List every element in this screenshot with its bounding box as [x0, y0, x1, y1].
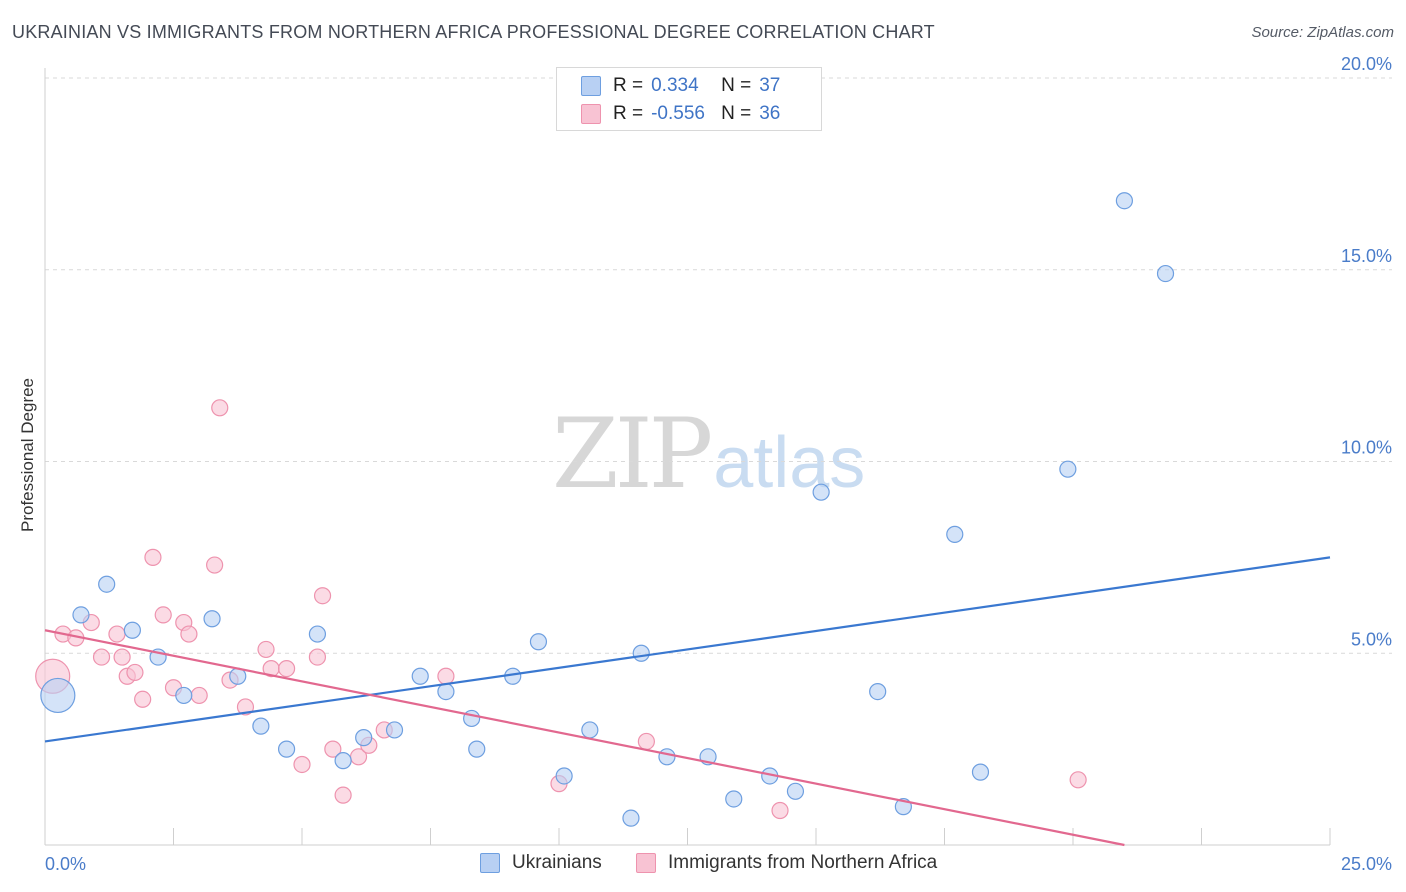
legend-label-ukrainians: Ukrainians [512, 852, 602, 873]
point-ukrainians [308, 625, 327, 643]
point-immigrants [308, 648, 327, 666]
point-ukrainians [175, 686, 193, 705]
point-immigrants [144, 548, 162, 566]
legend-swatch-blue [480, 853, 500, 873]
legend-row-immigrants: R = -0.556 N = 36 [581, 102, 780, 126]
point-immigrants [771, 801, 789, 820]
point-immigrants [637, 732, 655, 751]
point-ukrainians [252, 717, 270, 735]
point-immigrants [113, 648, 131, 666]
trend-line-ukrainians [44, 556, 1331, 743]
point-immigrants [108, 625, 126, 643]
chart-title: UKRAINIAN VS IMMIGRANTS FROM NORTHERN AF… [12, 22, 935, 42]
point-ukrainians [725, 790, 743, 808]
point-ukrainians [946, 525, 964, 543]
point-immigrants [257, 640, 275, 659]
point-ukrainians [468, 740, 486, 758]
point-ukrainians [622, 809, 640, 827]
axes [44, 68, 1331, 846]
y-tick-label: 20.0% [1341, 54, 1392, 74]
legend-n-label: N = [721, 75, 752, 96]
legend-label-immigrants: Immigrants from Northern Africa [668, 852, 938, 873]
point-immigrants [190, 686, 208, 705]
point-ukrainians [385, 721, 404, 739]
legend-item-immigrants: Immigrants from Northern Africa [636, 852, 937, 874]
point-immigrants [437, 667, 455, 685]
point-immigrants [134, 690, 152, 708]
tick-labels: 5.0% 10.0% 15.0% 20.0% 0.0% 25.0% [45, 54, 1392, 874]
legend-n-value: 37 [759, 75, 781, 96]
point-immigrants [180, 625, 198, 643]
point-ukrainians [355, 729, 373, 747]
legend-swatch-pink [581, 104, 601, 124]
point-immigrants [1069, 771, 1087, 789]
trend-lines [44, 556, 1331, 847]
point-immigrants [313, 587, 332, 605]
y-tick-label: 15.0% [1341, 246, 1392, 266]
point-ukrainians [437, 682, 455, 701]
watermark-zip: ZIP [552, 398, 713, 510]
watermark: ZIPatlas [552, 398, 865, 510]
correlation-legend: R = 0.334 N = 37 R = -0.556 N = 36 [556, 67, 822, 131]
point-immigrants [324, 740, 342, 758]
legend-r-value: -0.556 [651, 103, 705, 124]
point-immigrants [236, 698, 255, 716]
legend-swatch-pink [636, 853, 656, 873]
source-credit: Source: ZipAtlas.com [1251, 24, 1394, 41]
point-immigrants [277, 659, 296, 678]
legend-r-label: R = [613, 75, 644, 96]
y-tick-label: 5.0% [1351, 629, 1392, 649]
point-immigrants [334, 786, 352, 804]
point-ukrainians [123, 621, 141, 639]
point-ukrainians [555, 767, 573, 785]
point-ukrainians [1156, 264, 1175, 283]
point-ukrainians [658, 748, 676, 766]
y-tick-label: 10.0% [1341, 438, 1392, 458]
point-ukrainians [334, 752, 352, 770]
point-ukrainians [411, 667, 429, 685]
legend-r-label: R = [613, 103, 644, 124]
legend-r-value: 0.334 [651, 75, 699, 96]
point-ukrainians [203, 610, 221, 628]
legend-n-label: N = [721, 103, 752, 124]
point-ukrainians [40, 677, 76, 714]
point-ukrainians [98, 575, 116, 593]
point-immigrants [92, 648, 111, 666]
point-ukrainians [786, 782, 805, 800]
point-ukrainians [581, 721, 599, 739]
point-ukrainians [277, 740, 296, 758]
trend-line-immigrants [44, 629, 1125, 847]
point-ukrainians [463, 709, 481, 728]
point-ukrainians [1115, 192, 1134, 210]
point-ukrainians [529, 633, 548, 651]
x-tick-label: 0.0% [45, 854, 86, 874]
data-points [35, 192, 1175, 827]
series-legend: Ukrainians Immigrants from Northern Afri… [0, 852, 1406, 878]
point-immigrants [293, 755, 311, 774]
point-immigrants [211, 399, 229, 417]
point-ukrainians [971, 763, 990, 781]
point-immigrants [206, 556, 224, 574]
point-ukrainians [72, 606, 90, 624]
x-tick-label: 25.0% [1341, 854, 1392, 874]
point-ukrainians [632, 644, 650, 662]
legend-swatch-blue [581, 76, 601, 96]
watermark-atlas: atlas [713, 423, 866, 503]
point-ukrainians [812, 483, 830, 501]
legend-row-ukrainians: R = 0.334 N = 37 [581, 74, 780, 98]
point-immigrants [154, 606, 172, 624]
legend-item-ukrainians: Ukrainians [480, 852, 602, 874]
grid-lines [45, 77, 1392, 654]
legend-n-value: 36 [759, 103, 781, 124]
point-ukrainians [1059, 460, 1077, 478]
point-immigrants [126, 663, 144, 682]
point-ukrainians [869, 682, 887, 701]
